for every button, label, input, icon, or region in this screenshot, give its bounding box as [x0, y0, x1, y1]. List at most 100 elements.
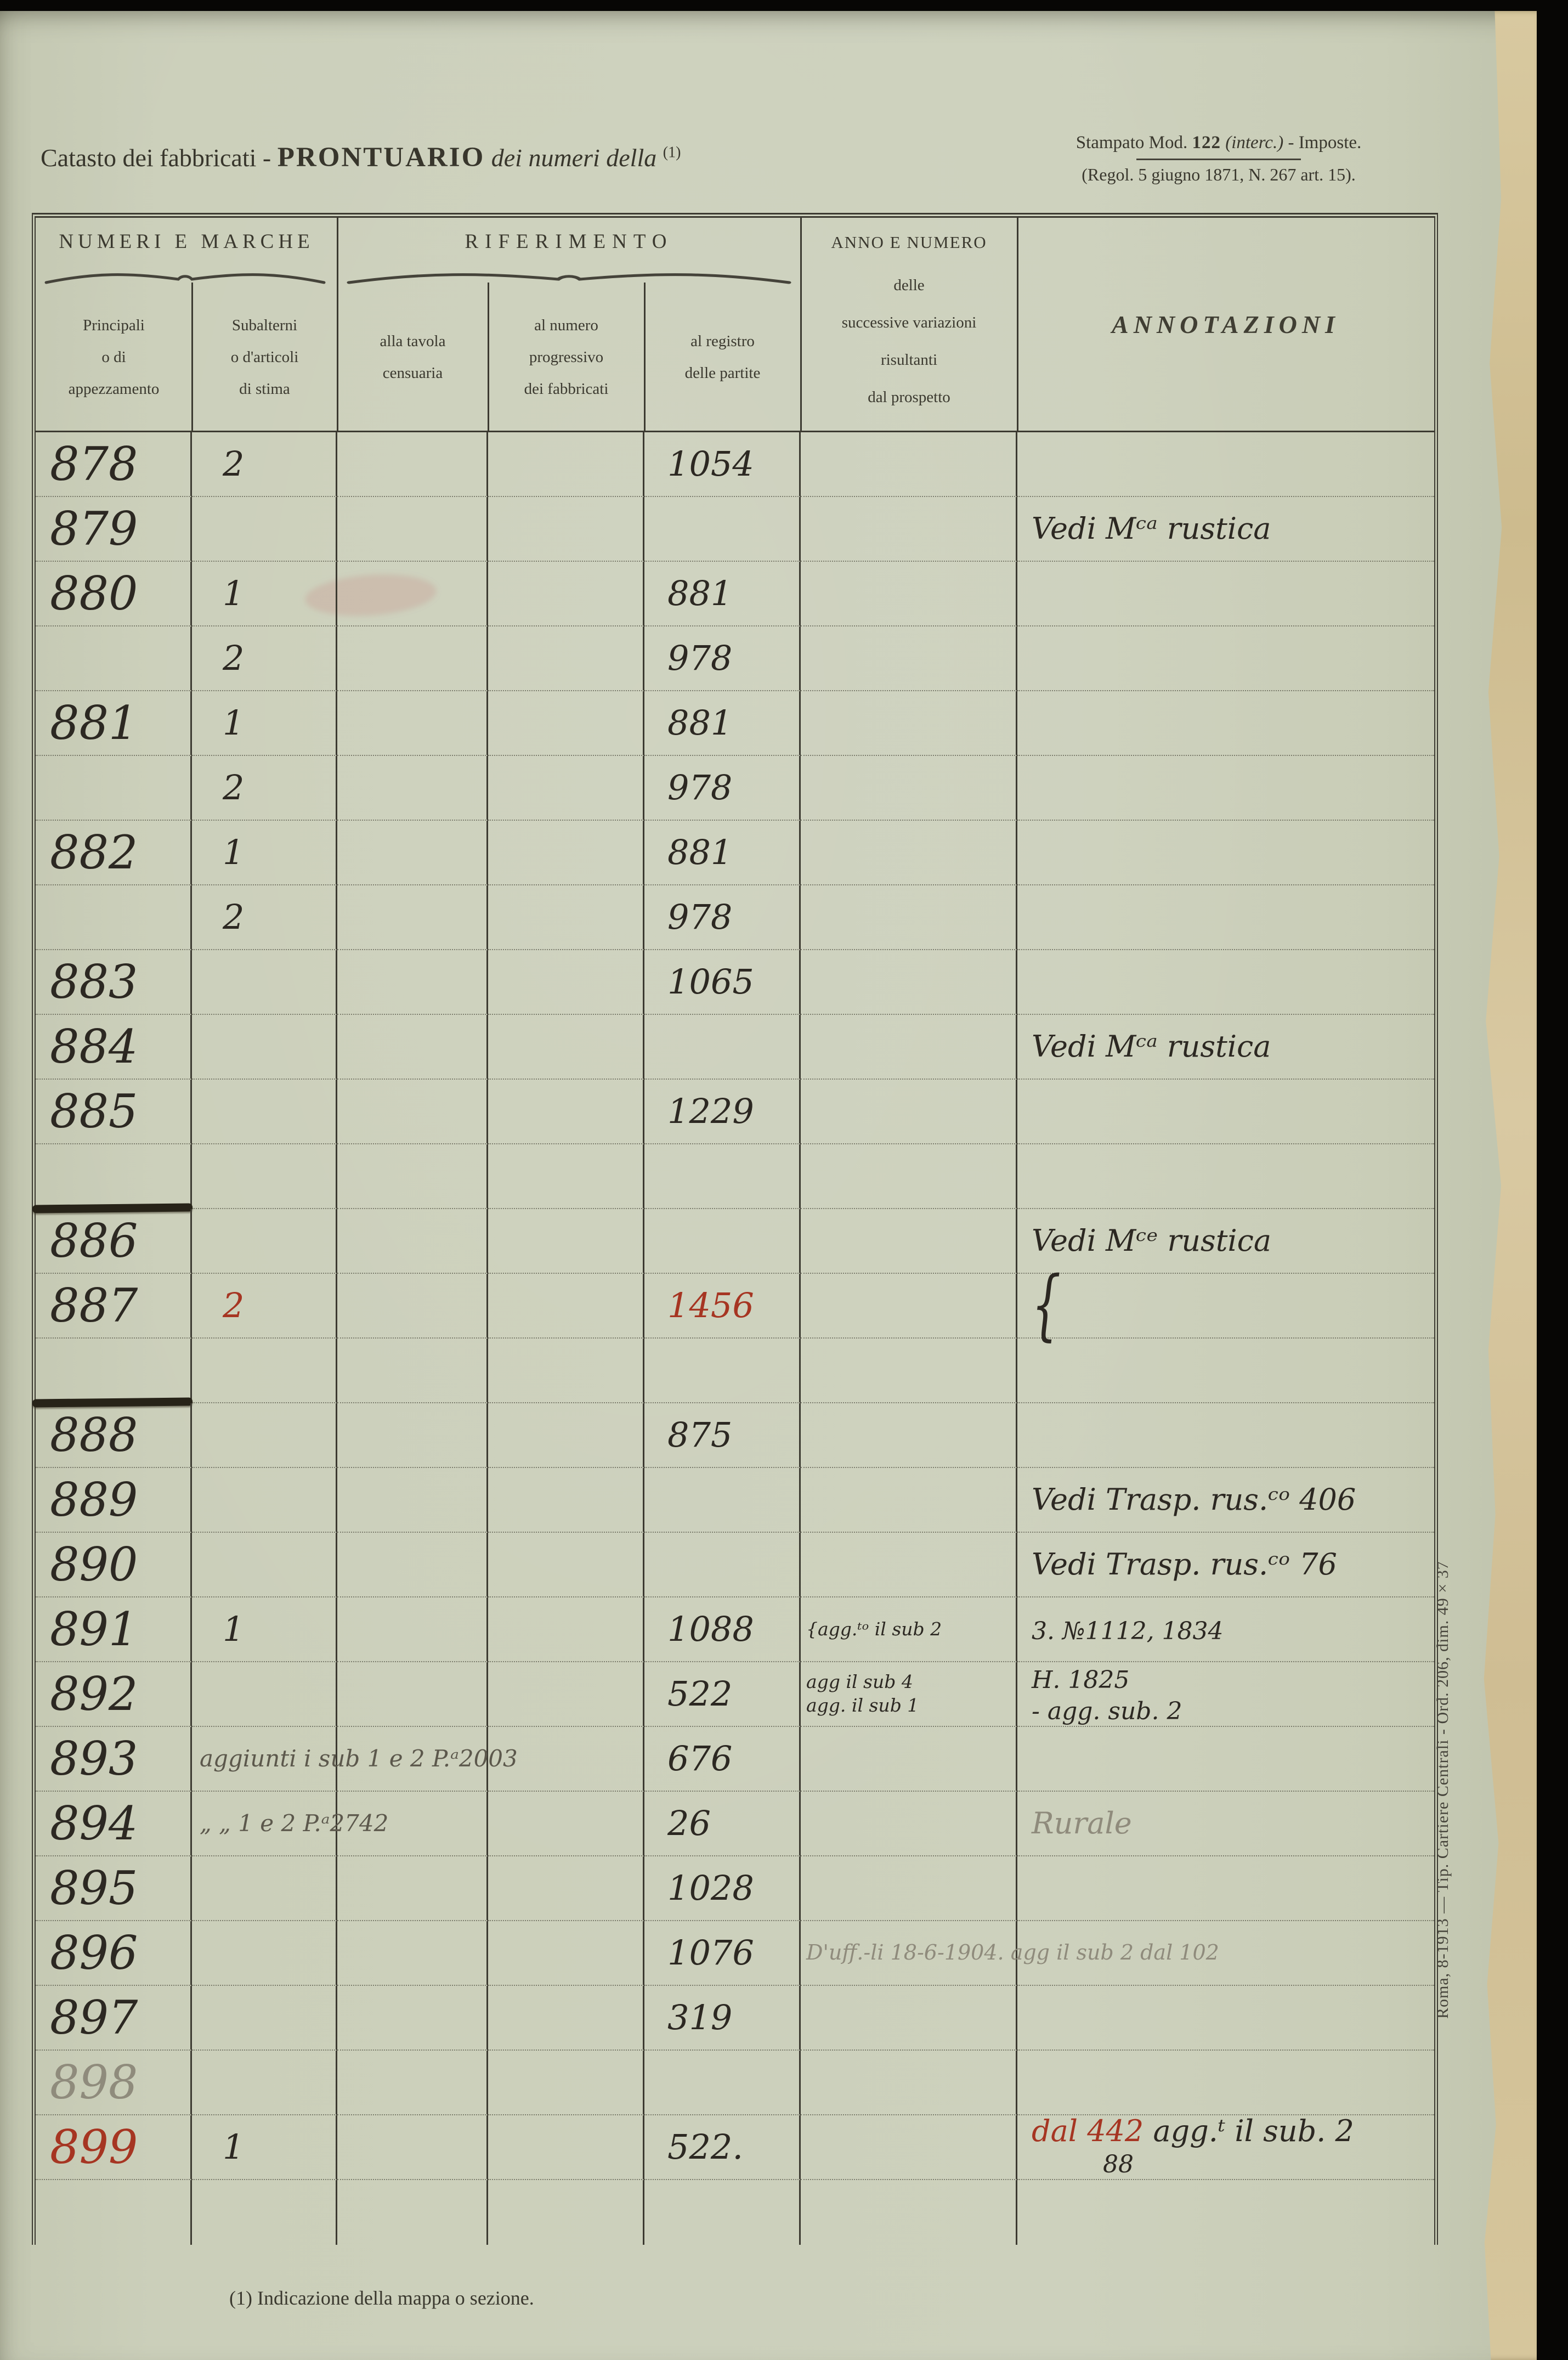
handwritten-entry: 887	[50, 1279, 138, 1333]
handwritten-entry: 1028	[667, 1868, 754, 1908]
cell-sub	[192, 497, 337, 562]
printer-margin-note: Roma, 8-1913 — Tip. Cartiere Centrali - …	[1434, 1561, 1452, 2019]
cell-prog	[488, 1339, 644, 1403]
footnote: (1) Indicazione della mappa o sezione.	[229, 2287, 534, 2309]
cell-reg: 978	[644, 885, 801, 950]
cell-note: Vedi Trasp. rus.ᶜᵒ 76	[1017, 1533, 1434, 1597]
handwritten-entry: 1229	[667, 1091, 754, 1131]
handwritten-entry: 1	[223, 2127, 245, 2167]
cell-note	[1017, 885, 1434, 950]
cell-note: Vedi Mᶜᵉ rustica	[1017, 1209, 1434, 1274]
cell-tav	[337, 1274, 488, 1339]
cell-tav	[337, 497, 488, 562]
cell-prog	[488, 691, 644, 756]
document-title: Catasto dei fabbricati - PRONTUARIO dei …	[41, 142, 681, 173]
cell-prog	[488, 1468, 644, 1533]
cell-anno	[801, 2180, 1017, 2245]
column-divider	[1017, 218, 1018, 431]
column-divider	[644, 283, 646, 431]
cell-prog	[488, 562, 644, 626]
handwritten-entry: 883	[50, 955, 138, 1009]
cell-anno	[801, 1403, 1017, 1468]
cell-p: 892	[36, 1662, 192, 1727]
handwritten-entry: 978	[667, 638, 733, 678]
cell-tav	[337, 1921, 488, 1986]
cell-anno: agg il sub 4 agg. il sub 1	[801, 1662, 1017, 1727]
form-model-stamp: Stampato Mod. 122 (interc.) - Imposte. (…	[1038, 133, 1400, 185]
cell-p: 899	[36, 2115, 192, 2180]
handwritten-entry: 2	[223, 767, 245, 808]
cell-anno	[801, 562, 1017, 626]
table-row: 891 1 1088 {agg.ᵗᵒ il sub 2 3. №1112, 1834	[36, 1597, 1434, 1662]
cell-anno	[801, 1468, 1017, 1533]
table-row: 878 2 1054	[36, 432, 1434, 497]
cell-prog	[488, 1403, 644, 1468]
cell-reg: 875	[644, 1403, 801, 1468]
cell-anno	[801, 1727, 1017, 1792]
cell-sub	[192, 2180, 337, 2245]
cell-prog	[488, 497, 644, 562]
table-row: 892 522 agg il sub 4 agg. il sub 1 H. 1825- …	[36, 1662, 1434, 1727]
cell-sub	[192, 1468, 337, 1533]
handwritten-entry: 522.	[667, 2127, 744, 2167]
column-divider	[191, 283, 193, 431]
cell-reg: 1229	[644, 1080, 801, 1144]
cell-note	[1017, 2051, 1434, 2115]
cell-sub: 1	[192, 691, 337, 756]
cell-prog	[488, 2180, 644, 2245]
stamp-interc: (interc.)	[1220, 133, 1284, 153]
cell-prog	[488, 1921, 644, 1986]
stamp-line-1: Stampato Mod. 122 (interc.) - Imposte.	[1038, 133, 1400, 153]
cell-anno	[801, 691, 1017, 756]
cell-tav	[337, 2051, 488, 2115]
cell-note: dal 442 agg.ᵗ il sub. 2 88	[1017, 2115, 1434, 2180]
cell-reg	[644, 1015, 801, 1080]
cell-p: 891	[36, 1597, 192, 1662]
cell-sub	[192, 1015, 337, 1080]
cell-tav	[337, 432, 488, 497]
table-row: 894 „ „ 1 e 2 P.ᵃ2742 26 Rurale	[36, 1792, 1434, 1856]
table-row: 883 1065	[36, 950, 1434, 1015]
table-row: 890 Vedi Trasp. rus.ᶜᵒ 76	[36, 1533, 1434, 1597]
cell-p: 894	[36, 1792, 192, 1856]
cell-anno	[801, 626, 1017, 691]
handwritten-entry: agg.ᵗ il sub. 2	[1153, 2114, 1354, 2149]
cell-tav	[337, 1727, 488, 1792]
cell-prog	[488, 821, 644, 885]
cell-reg: 1088	[644, 1597, 801, 1662]
document-page: Catasto dei fabbricati - PRONTUARIO dei …	[0, 11, 1537, 2360]
cell-reg: 26	[644, 1792, 801, 1856]
handwritten-entry: 893	[50, 1732, 138, 1786]
cell-p: 890	[36, 1533, 192, 1597]
cell-note: Vedi Trasp. rus.ᶜᵒ 406	[1017, 1468, 1434, 1533]
handwritten-entry: 978	[667, 897, 733, 937]
cell-p: 897	[36, 1986, 192, 2051]
cell-sub	[192, 1403, 337, 1468]
cell-reg: 319	[644, 1986, 801, 2051]
handwritten-entry: 882	[50, 826, 138, 879]
cell-note: Vedi Mᶜᵃ rustica	[1017, 497, 1434, 562]
cell-anno	[801, 950, 1017, 1015]
cell-tav	[337, 1597, 488, 1662]
handwritten-entry: 1065	[667, 962, 754, 1002]
cell-p: 889	[36, 1468, 192, 1533]
cell-note	[1017, 756, 1434, 821]
stamp-text: Stampato Mod.	[1075, 133, 1192, 153]
cell-p	[32, 1144, 193, 1213]
handwritten-entry: 891	[50, 1602, 138, 1656]
cell-p	[36, 2180, 192, 2245]
cell-tav	[337, 1468, 488, 1533]
prontuario-table: NUMERI E MARCHE RIFERIMENTO Principali o…	[32, 213, 1438, 2245]
cell-note: Rurale	[1017, 1792, 1434, 1856]
cell-anno	[801, 821, 1017, 885]
handwritten-entry: - agg. sub. 2	[1032, 1697, 1182, 1725]
cell-sub: 2	[192, 432, 337, 497]
handwritten-entry: 896	[50, 1926, 138, 1980]
anno-header-title: ANNO E NUMERO	[831, 232, 987, 252]
table-row: 882 1 881	[36, 821, 1434, 885]
handwritten-entry: 898	[50, 2056, 138, 2109]
handwritten-entry: 890	[50, 1538, 138, 1591]
cell-sub	[192, 950, 337, 1015]
table-body: 878 2 1054 879 Vedi Mᶜᵃ rustica 880 1 881 2 978 88…	[32, 432, 1434, 2245]
